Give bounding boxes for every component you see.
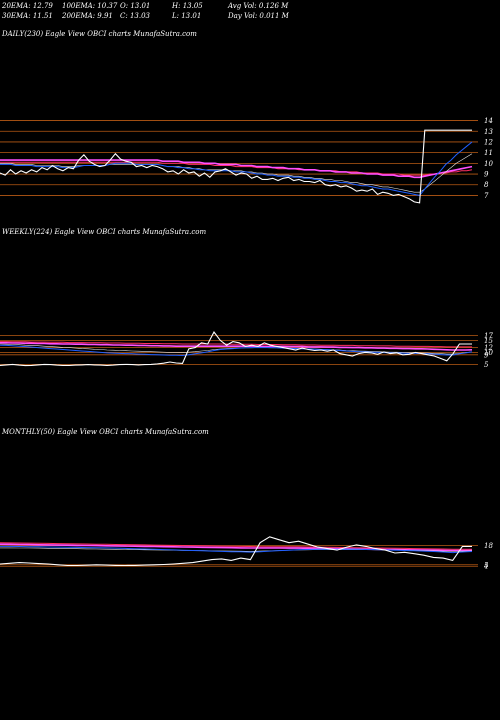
daily-tick-label: 9 [484,171,489,179]
daily-tick-label: 14 [484,117,493,125]
weekly-tick-label: 17 [484,332,493,340]
daily-chart-title: DAILY(230) Eagle View OBCI charts Munafa… [2,30,197,38]
monthly-series-ema20 [0,545,473,554]
weekly-tick-label: 15 [484,337,493,345]
stat-ema100: 100EMA: 10.37 [62,2,118,10]
stat-day-vol: Day Vol: 0.011 M [228,12,289,20]
daily-series-ema30 [0,153,473,193]
daily-tick-label: 13 [484,128,493,136]
monthly-chart-title: MONTHLY(50) Eagle View OBCI charts Munaf… [2,428,209,436]
weekly-chart-title: WEEKLY(224) Eagle View OBCI charts Munaf… [2,228,207,236]
weekly-series-price [0,330,472,367]
monthly-series-price [0,536,472,567]
stat-open: O: 13.01 [120,2,151,10]
stat-ema200: 200EMA: 9.91 [62,12,113,20]
weekly-tick-label: 5 [484,361,489,369]
monthly-tick-label: 4 [483,563,488,571]
weekly-series-ema100 [0,341,473,351]
stat-low: L: 13.01 [172,12,202,20]
daily-tick-label: 12 [484,138,493,146]
weekly-tick-label: 9 [484,351,489,359]
daily-series-ema20 [0,141,473,196]
daily-tick-label: 7 [484,192,489,200]
stat-ema30: 30EMA: 11.51 [2,12,53,20]
stat-ema20: 20EMA: 12.79 [2,2,53,10]
stat-avg-vol: Avg Vol: 0.126 M [228,2,289,10]
weekly-series-ema200 [0,341,472,348]
daily-chart: 14 13 12 11 10 9 8 7 [0,117,493,204]
weekly-tick-label: 10 [484,349,493,357]
daily-series-ema200 [0,161,473,176]
monthly-series-ema200 [0,542,472,550]
stat-high: H: 13.05 [172,2,203,10]
monthly-tick-label: 18 [484,542,493,550]
stat-close: C: 13.03 [120,12,150,20]
weekly-tick-label: 12 [484,344,493,352]
daily-tick-label: 8 [484,181,489,189]
monthly-tick-label: 5 [484,561,489,569]
monthly-series-ema100 [0,543,473,552]
daily-tick-label: 10 [484,160,493,168]
daily-series-price [0,129,472,204]
daily-tick-label: 11 [484,149,493,157]
